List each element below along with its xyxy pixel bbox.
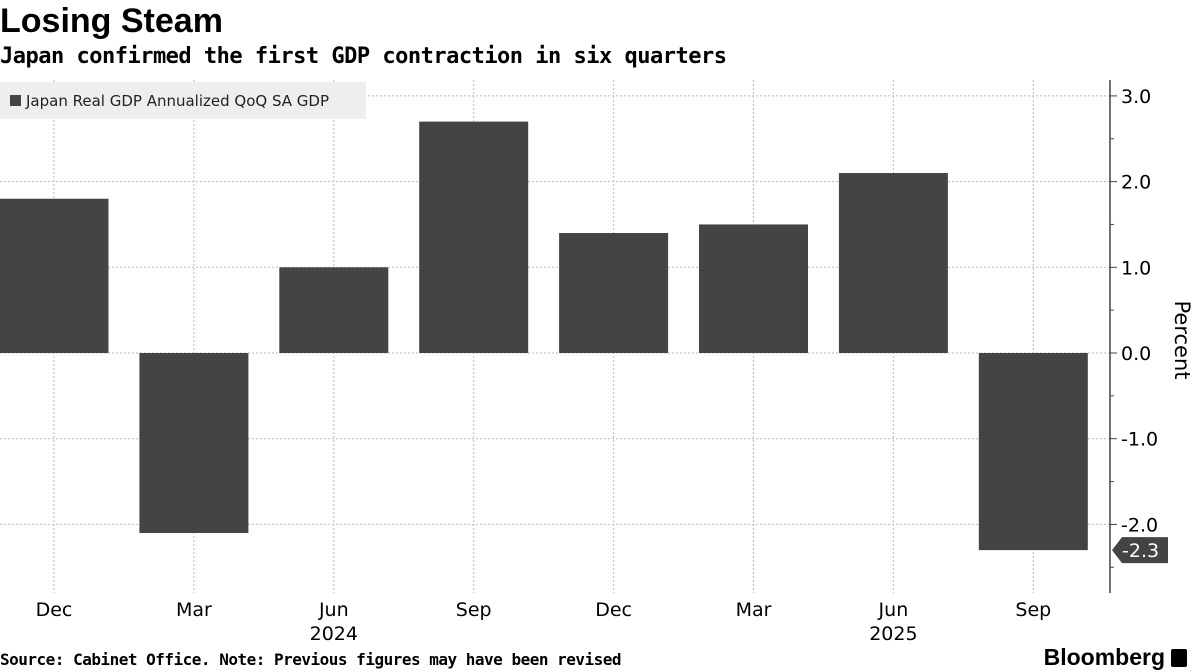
x-tick-label: Mar (736, 599, 772, 621)
x-tick-label: Dec (595, 599, 632, 621)
legend-box (0, 82, 366, 119)
brand-name: Bloomberg (1043, 644, 1165, 670)
x-year-label: 2025 (869, 623, 917, 645)
legend-label: Japan Real GDP Annualized QoQ SA GDP (25, 92, 329, 110)
y-tick-label: 3.0 (1121, 86, 1151, 108)
y-tick-label: 0.0 (1121, 343, 1151, 365)
brand-logo: Bloomberg (1044, 644, 1187, 671)
last-value-label: -2.3 (1122, 540, 1159, 562)
y-tick-label: -1.0 (1121, 429, 1158, 451)
x-tick-label: Sep (456, 599, 492, 621)
bar-dec-4 (559, 233, 669, 353)
y-tick-label: 1.0 (1121, 257, 1151, 279)
y-tick-label: -2.0 (1121, 514, 1158, 536)
bar-mar-1 (139, 353, 249, 533)
bar-jun-6 (838, 173, 948, 353)
chart-title: Losing Steam (0, 2, 223, 40)
x-tick-label: Jun (318, 599, 349, 621)
last-value-tag (1112, 537, 1168, 564)
x-tick-label: Sep (1015, 599, 1051, 621)
legend-swatch (10, 95, 21, 106)
y-axis-label: Percent (1170, 300, 1194, 379)
x-tick-label: Jun (878, 599, 909, 621)
source-note: Source: Cabinet Office. Note: Previous f… (0, 650, 622, 669)
chart-subtitle: Japan confirmed the first GDP contractio… (0, 44, 727, 69)
bar-sep-7 (978, 353, 1088, 551)
bar-dec-0 (0, 198, 109, 353)
bar-mar-5 (699, 224, 808, 353)
bar-sep-3 (419, 121, 529, 353)
bar-jun-2 (279, 267, 389, 353)
x-year-label: 2024 (310, 623, 358, 645)
x-tick-label: Dec (36, 599, 73, 621)
y-tick-label: 2.0 (1121, 172, 1151, 194)
x-tick-label: Mar (176, 599, 212, 621)
bloomberg-icon (1171, 648, 1187, 667)
